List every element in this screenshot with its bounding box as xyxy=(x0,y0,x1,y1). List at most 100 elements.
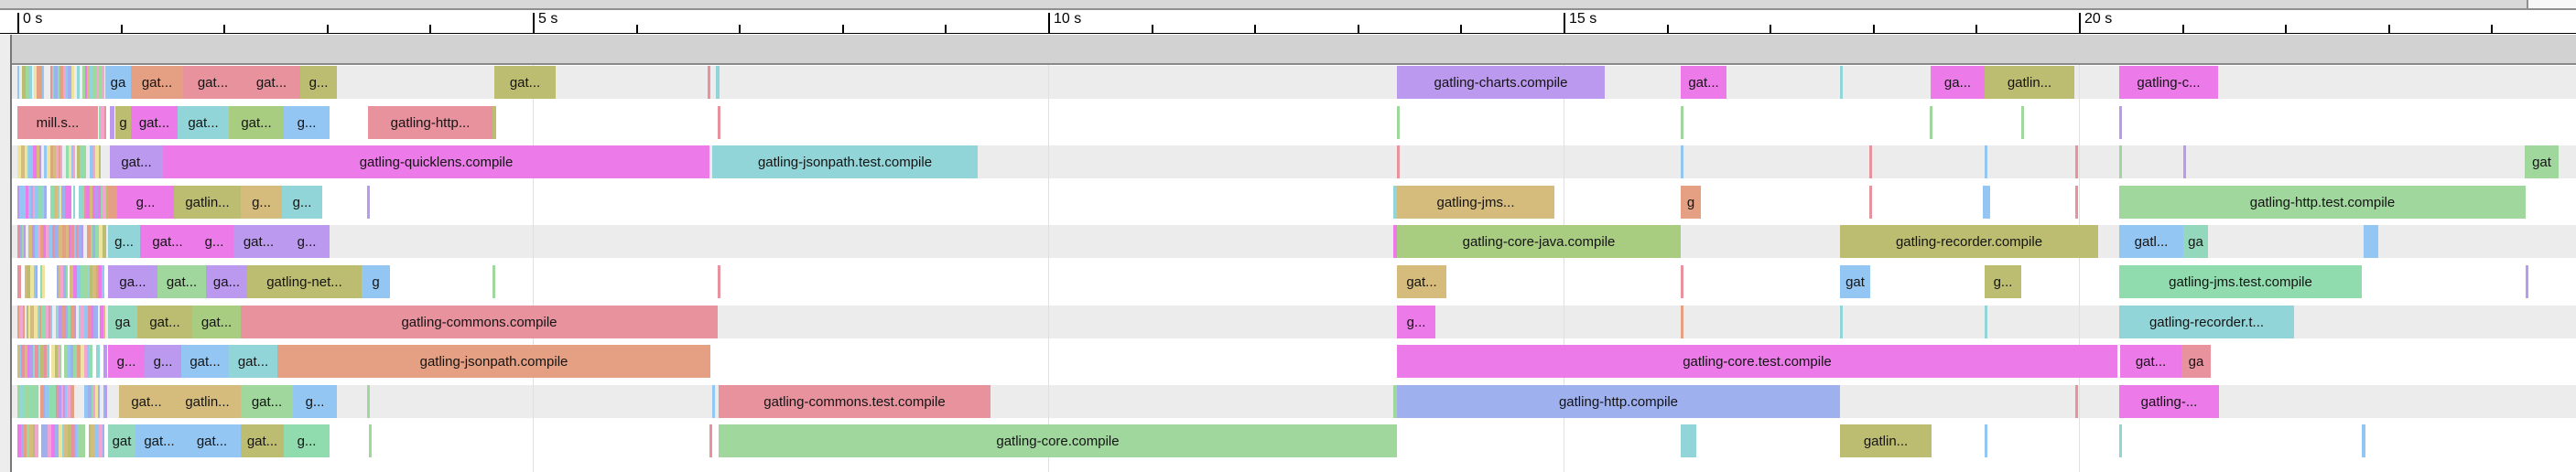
task-segment[interactable]: gat... xyxy=(157,265,206,298)
task-segment-thin[interactable] xyxy=(2183,145,2186,178)
micro-task-stripe[interactable] xyxy=(80,145,83,178)
task-segment[interactable]: gat... xyxy=(137,306,192,338)
task-segment[interactable]: gat... xyxy=(241,385,293,418)
task-segment[interactable]: gat... xyxy=(178,106,229,139)
task-segment-thin[interactable] xyxy=(2075,385,2078,418)
task-segment-thin[interactable] xyxy=(1985,424,1987,457)
micro-task-stripe[interactable] xyxy=(35,186,38,219)
micro-task-stripe[interactable] xyxy=(38,66,42,99)
micro-task-stripe[interactable] xyxy=(73,265,77,298)
task-segment[interactable]: ga xyxy=(108,306,137,338)
task-segment-thin[interactable] xyxy=(2362,424,2365,457)
task-segment-thin[interactable] xyxy=(2075,145,2078,178)
micro-task-stripe[interactable] xyxy=(68,424,71,457)
micro-task-stripe[interactable] xyxy=(59,145,60,178)
micro-task-stripe[interactable] xyxy=(32,225,35,258)
micro-task-stripe[interactable] xyxy=(38,306,39,338)
micro-task-stripe[interactable] xyxy=(100,306,103,338)
micro-task-stripe[interactable] xyxy=(70,345,73,378)
task-segment-thin[interactable] xyxy=(708,66,710,99)
task-segment[interactable]: gat xyxy=(1840,265,1870,298)
micro-task-stripe[interactable] xyxy=(90,186,92,219)
micro-task-stripe[interactable] xyxy=(40,385,43,418)
task-segment[interactable]: gatling-http.test.compile xyxy=(2119,186,2526,219)
task-segment-thin[interactable] xyxy=(108,186,117,219)
micro-task-stripe[interactable] xyxy=(56,145,59,178)
micro-task-stripe[interactable] xyxy=(102,265,104,298)
micro-task-stripe[interactable] xyxy=(29,424,33,457)
task-segment[interactable]: gatling-c... xyxy=(2119,66,2218,99)
micro-task-stripe[interactable] xyxy=(70,225,74,258)
micro-task-stripe[interactable] xyxy=(28,225,32,258)
micro-task-stripe[interactable] xyxy=(84,385,88,418)
micro-task-stripe[interactable] xyxy=(63,66,66,99)
task-segment-thin[interactable] xyxy=(1840,306,1843,338)
micro-task-stripe[interactable] xyxy=(79,306,81,338)
micro-task-stripe[interactable] xyxy=(27,424,29,457)
task-segment-thin[interactable] xyxy=(1681,306,1683,338)
micro-task-stripe[interactable] xyxy=(50,385,52,418)
micro-task-stripe[interactable] xyxy=(69,145,71,178)
micro-task-stripe[interactable] xyxy=(77,145,80,178)
task-segment[interactable]: g... xyxy=(108,225,140,258)
micro-task-stripe[interactable] xyxy=(81,306,84,338)
micro-task-stripe[interactable] xyxy=(76,225,78,258)
micro-task-stripe[interactable] xyxy=(69,186,71,219)
task-segment-thin[interactable] xyxy=(1681,424,1696,457)
task-segment-thin[interactable] xyxy=(369,424,372,457)
micro-task-stripe[interactable] xyxy=(56,385,58,418)
micro-task-stripe[interactable] xyxy=(76,424,78,457)
micro-task-stripe[interactable] xyxy=(88,306,92,338)
micro-task-stripe[interactable] xyxy=(34,265,36,298)
micro-task-stripe[interactable] xyxy=(98,186,101,219)
micro-task-stripe[interactable] xyxy=(68,306,70,338)
task-segment[interactable]: g... xyxy=(241,186,282,219)
task-segment[interactable]: g... xyxy=(284,424,330,457)
micro-task-stripe[interactable] xyxy=(86,186,90,219)
micro-task-stripe[interactable] xyxy=(27,265,30,298)
task-segment[interactable]: gat... xyxy=(131,106,178,139)
task-segment[interactable]: gat... xyxy=(241,424,284,457)
micro-task-stripe[interactable] xyxy=(25,345,27,378)
micro-task-stripe[interactable] xyxy=(49,306,50,338)
micro-task-stripe[interactable] xyxy=(64,306,66,338)
task-segment[interactable]: gat... xyxy=(183,424,241,457)
micro-task-stripe[interactable] xyxy=(58,345,60,378)
micro-task-stripe[interactable] xyxy=(44,145,47,178)
task-segment[interactable]: ga xyxy=(2183,225,2208,258)
task-segment-thin[interactable] xyxy=(1840,66,1843,99)
micro-task-stripe[interactable] xyxy=(34,66,37,99)
task-segment-thin[interactable] xyxy=(2119,106,2122,139)
micro-task-stripe[interactable] xyxy=(90,265,92,298)
task-segment[interactable]: gat... xyxy=(1681,66,1726,99)
micro-task-stripe[interactable] xyxy=(27,145,29,178)
micro-task-stripe[interactable] xyxy=(85,66,87,99)
task-segment-thin[interactable] xyxy=(1930,106,1932,139)
micro-task-stripe[interactable] xyxy=(60,145,62,178)
task-segment-thin[interactable] xyxy=(2364,225,2378,258)
task-segment-thin[interactable] xyxy=(1869,186,1872,219)
micro-task-stripe[interactable] xyxy=(29,345,33,378)
micro-task-stripe[interactable] xyxy=(92,186,95,219)
task-segment[interactable]: gat... xyxy=(110,145,163,178)
task-segment-thin[interactable] xyxy=(367,385,370,418)
micro-task-stripe[interactable] xyxy=(110,106,112,139)
micro-task-stripe[interactable] xyxy=(50,306,52,338)
micro-task-stripe[interactable] xyxy=(97,424,99,457)
micro-task-stripe[interactable] xyxy=(103,225,106,258)
micro-task-stripe[interactable] xyxy=(91,424,94,457)
micro-task-stripe[interactable] xyxy=(24,225,26,258)
micro-task-stripe[interactable] xyxy=(38,345,40,378)
task-segment-thin[interactable] xyxy=(1681,145,1683,178)
micro-task-stripe[interactable] xyxy=(27,306,28,338)
micro-task-stripe[interactable] xyxy=(35,385,38,418)
task-segment[interactable]: gat... xyxy=(192,306,241,338)
micro-task-stripe[interactable] xyxy=(103,306,105,338)
micro-task-stripe[interactable] xyxy=(47,145,50,178)
micro-task-stripe[interactable] xyxy=(69,225,70,258)
task-segment[interactable]: gatling-recorder.compile xyxy=(1840,225,2098,258)
task-segment[interactable]: gatling-core.test.compile xyxy=(1397,345,2117,378)
task-segment[interactable]: g... xyxy=(284,225,330,258)
micro-task-stripe[interactable] xyxy=(33,145,37,178)
micro-task-stripe[interactable] xyxy=(66,145,69,178)
